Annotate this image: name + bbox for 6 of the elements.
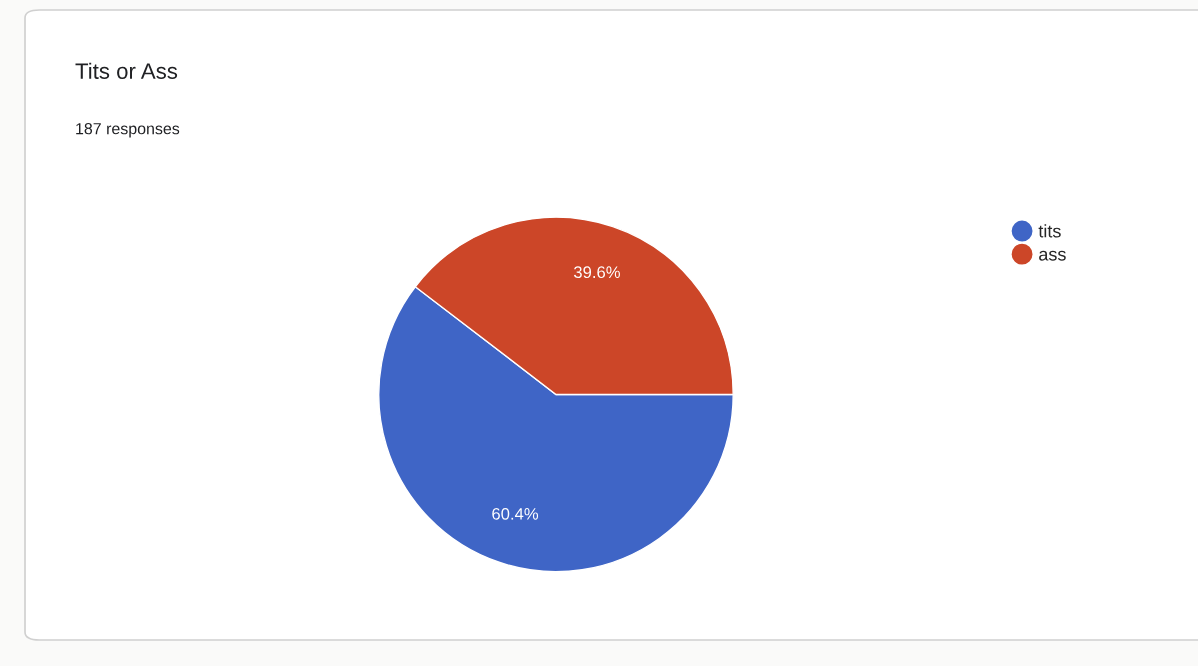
text: 187 responses xyxy=(76,122,180,138)
data-label: 60.4% xyxy=(492,507,539,520)
data-label: 39.6% xyxy=(573,266,620,279)
legend-label: ass xyxy=(1039,250,1066,261)
legend-label: tits xyxy=(1038,224,1061,238)
text: Tits or Ass xyxy=(75,62,178,79)
